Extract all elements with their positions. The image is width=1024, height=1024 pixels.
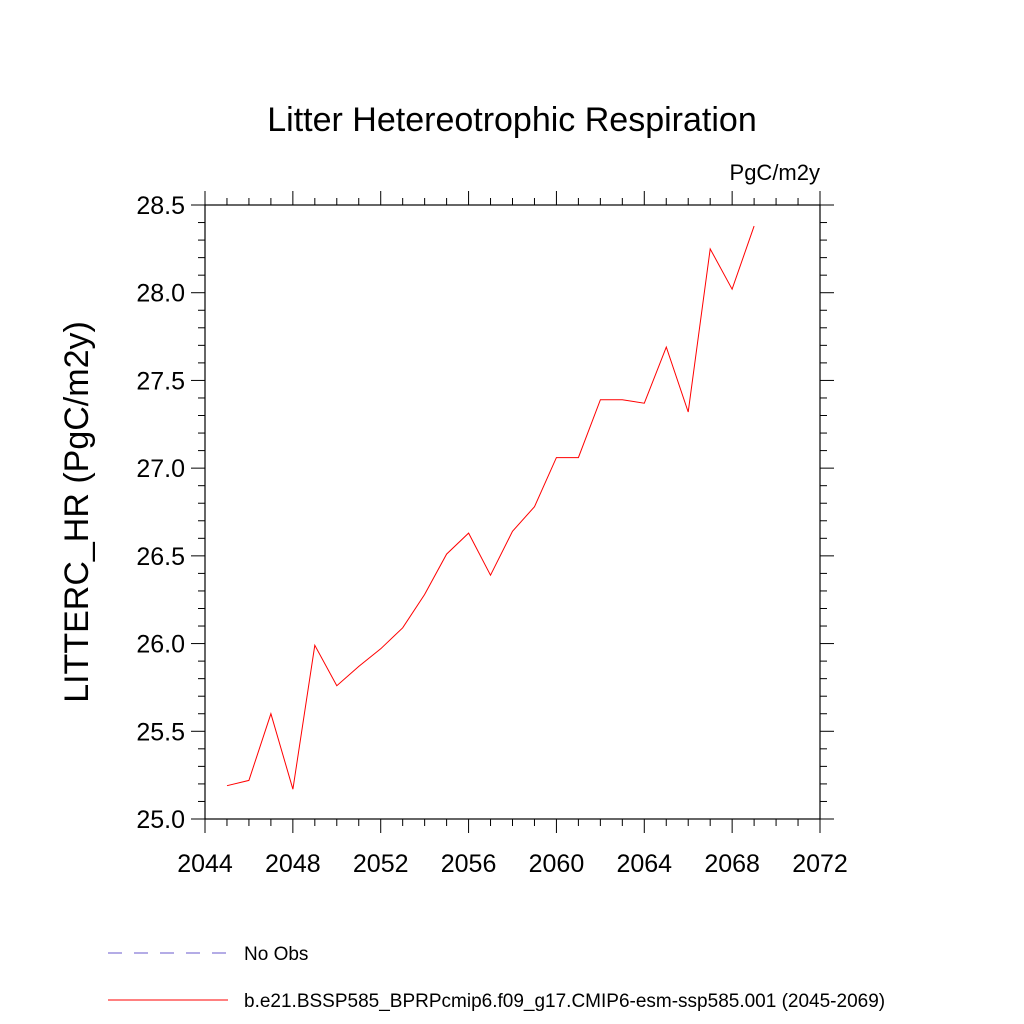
chart-title: Litter Hetereotrophic Respiration bbox=[267, 101, 756, 139]
y-tick-label: 27.5 bbox=[136, 367, 185, 395]
legend: No Obs b.e21.BSSP585_BPRPcmip6.f09_g17.CM… bbox=[108, 944, 885, 1012]
y-tick-label: 25.0 bbox=[136, 806, 185, 834]
y-tick-label: 26.0 bbox=[136, 631, 185, 659]
series-line bbox=[226, 225, 755, 790]
x-tick-label: 2044 bbox=[177, 850, 233, 878]
series-layer bbox=[226, 225, 755, 790]
units-label: PgC/m2y bbox=[730, 160, 820, 185]
x-tick-label: 2072 bbox=[792, 850, 848, 878]
y-axis-label: LITTERC_HR (PgC/m2y) bbox=[58, 321, 96, 703]
x-tick-label: 2056 bbox=[441, 850, 497, 878]
y-tick-label: 28.5 bbox=[136, 192, 185, 220]
y-tick-label: 26.5 bbox=[136, 543, 185, 571]
x-tick-label: 2052 bbox=[353, 850, 409, 878]
x-tick-label: 2068 bbox=[704, 850, 760, 878]
y-tick-label: 25.5 bbox=[136, 718, 185, 746]
y-tick-label: 28.0 bbox=[136, 280, 185, 308]
legend-label: b.e21.BSSP585_BPRPcmip6.f09_g17.CMIP6-es… bbox=[244, 991, 885, 1012]
plot-frame bbox=[204, 204, 821, 820]
y-tick-label: 27.0 bbox=[136, 455, 185, 483]
legend-label: No Obs bbox=[244, 944, 308, 965]
x-tick-label: 2064 bbox=[616, 850, 672, 878]
axes: 2044 2048 2052 2056 2060 2064 2068 2072 25.0 25.5… bbox=[136, 191, 848, 878]
x-tick-label: 2060 bbox=[529, 850, 585, 878]
x-tick-label: 2048 bbox=[265, 850, 321, 878]
